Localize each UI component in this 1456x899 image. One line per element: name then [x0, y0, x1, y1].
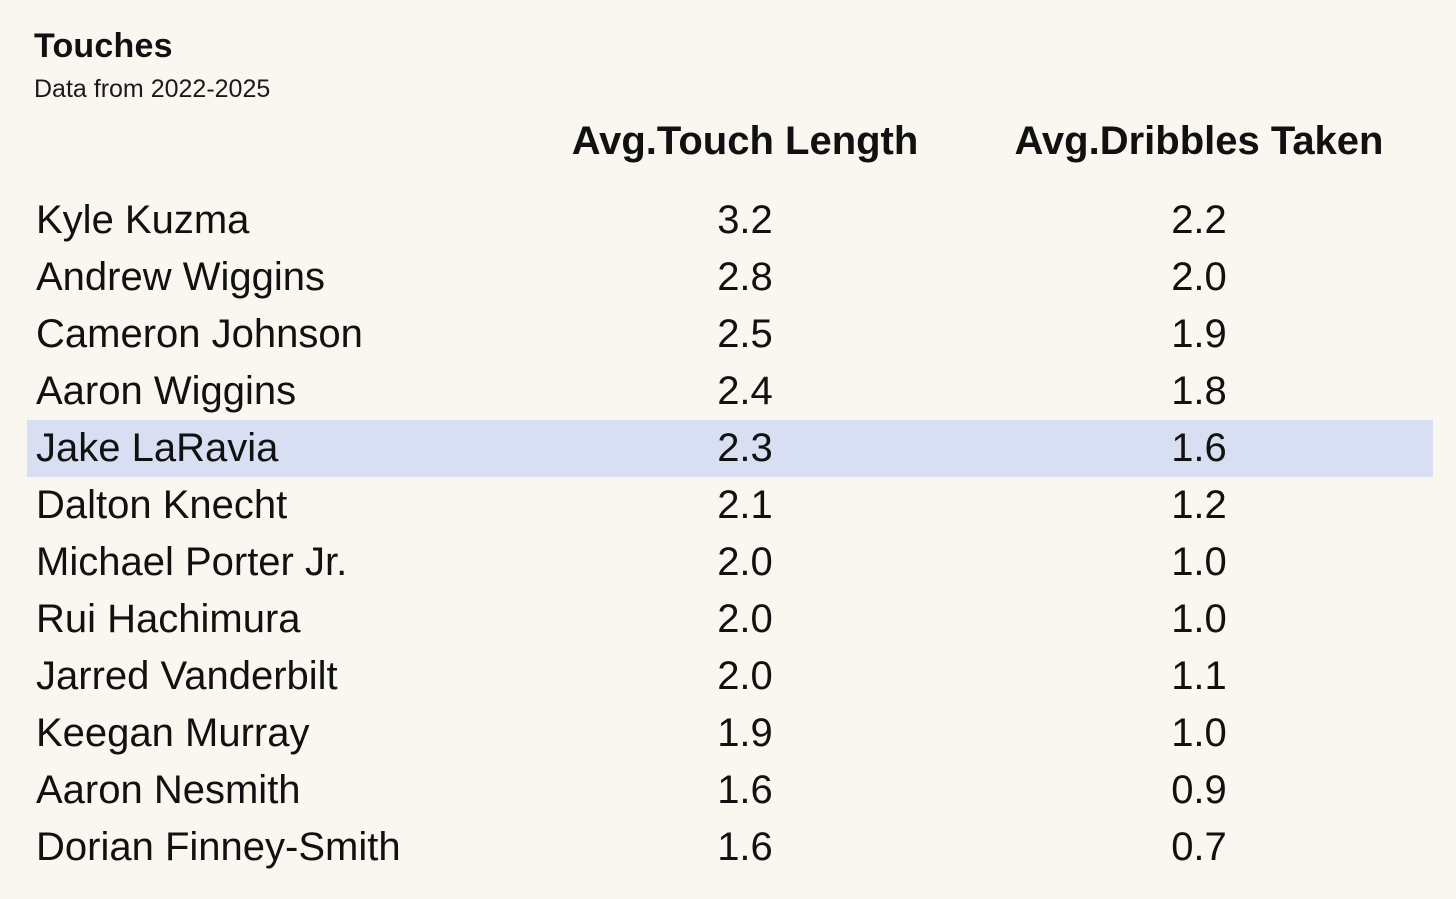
- touch-length-cell: 2.0: [717, 597, 773, 641]
- table-row: Rui Hachimura 2.0 1.0: [27, 591, 1433, 648]
- chart-subtitle: Data from 2022-2025: [34, 75, 271, 103]
- dribbles-taken-cell: 1.9: [1171, 312, 1227, 356]
- player-name-cell: Dalton Knecht: [36, 483, 288, 527]
- touch-length-cell: 3.2: [717, 198, 773, 242]
- player-name-cell: Jake LaRavia: [36, 426, 279, 470]
- player-name-cell: Dorian Finney-Smith: [36, 825, 401, 869]
- dribbles-taken-cell: 2.0: [1171, 255, 1227, 299]
- table-row: Andrew Wiggins 2.8 2.0: [27, 249, 1433, 306]
- touch-length-cell: 1.9: [717, 711, 773, 755]
- table-row: Cameron Johnson 2.5 1.9: [27, 306, 1433, 363]
- touch-length-cell: 2.1: [717, 483, 773, 527]
- table-row: Dalton Knecht 2.1 1.2: [27, 477, 1433, 534]
- dribbles-taken-cell: 0.7: [1171, 825, 1227, 869]
- table-row: Keegan Murray 1.9 1.0: [27, 705, 1433, 762]
- dribbles-taken-cell: 1.1: [1171, 654, 1227, 698]
- dribbles-taken-cell: 0.9: [1171, 768, 1227, 812]
- table-row: Aaron Wiggins 2.4 1.8: [27, 363, 1433, 420]
- column-header-touch-length: Avg.Touch Length: [571, 119, 919, 163]
- table-row: Kyle Kuzma 3.2 2.2: [27, 192, 1433, 249]
- table-row: Michael Porter Jr. 2.0 1.0: [27, 534, 1433, 591]
- table-body: Kyle Kuzma 3.2 2.2 Andrew Wiggins 2.8 2.0 Came…: [27, 192, 1433, 876]
- table-row: Dorian Finney-Smith 1.6 0.7: [27, 819, 1433, 876]
- table-row: Aaron Nesmith 1.6 0.9: [27, 762, 1433, 819]
- dribbles-taken-cell: 1.0: [1171, 540, 1227, 584]
- touch-length-cell: 2.8: [717, 255, 773, 299]
- touch-length-cell: 1.6: [717, 768, 773, 812]
- dribbles-taken-cell: 1.8: [1171, 369, 1227, 413]
- touch-length-cell: 2.5: [717, 312, 773, 356]
- column-header-dribbles-taken: Avg.Dribbles Taken: [1014, 119, 1384, 163]
- touch-length-cell: 2.0: [717, 654, 773, 698]
- table-row: Jarred Vanderbilt 2.0 1.1: [27, 648, 1433, 705]
- dribbles-taken-cell: 1.6: [1171, 426, 1227, 470]
- player-name-cell: Michael Porter Jr.: [36, 540, 348, 584]
- touch-length-cell: 2.3: [717, 426, 773, 470]
- player-name-cell: Rui Hachimura: [36, 597, 301, 641]
- player-name-cell: Kyle Kuzma: [36, 198, 250, 242]
- player-name-cell: Andrew Wiggins: [36, 255, 326, 299]
- player-name-cell: Aaron Nesmith: [36, 768, 301, 812]
- dribbles-taken-cell: 1.0: [1171, 597, 1227, 641]
- dribbles-taken-cell: 1.0: [1171, 711, 1227, 755]
- chart-title: Touches: [34, 27, 173, 65]
- touch-length-cell: 2.4: [717, 369, 773, 413]
- table-row-highlighted: Jake LaRavia 2.3 1.6: [27, 420, 1433, 477]
- player-name-cell: Aaron Wiggins: [36, 369, 297, 413]
- player-name-cell: Cameron Johnson: [36, 312, 363, 356]
- player-name-cell: Jarred Vanderbilt: [36, 654, 338, 698]
- touch-length-cell: 1.6: [717, 825, 773, 869]
- dribbles-taken-cell: 1.2: [1171, 483, 1227, 527]
- player-name-cell: Keegan Murray: [36, 711, 310, 755]
- dribbles-taken-cell: 2.2: [1171, 198, 1227, 242]
- touch-length-cell: 2.0: [717, 540, 773, 584]
